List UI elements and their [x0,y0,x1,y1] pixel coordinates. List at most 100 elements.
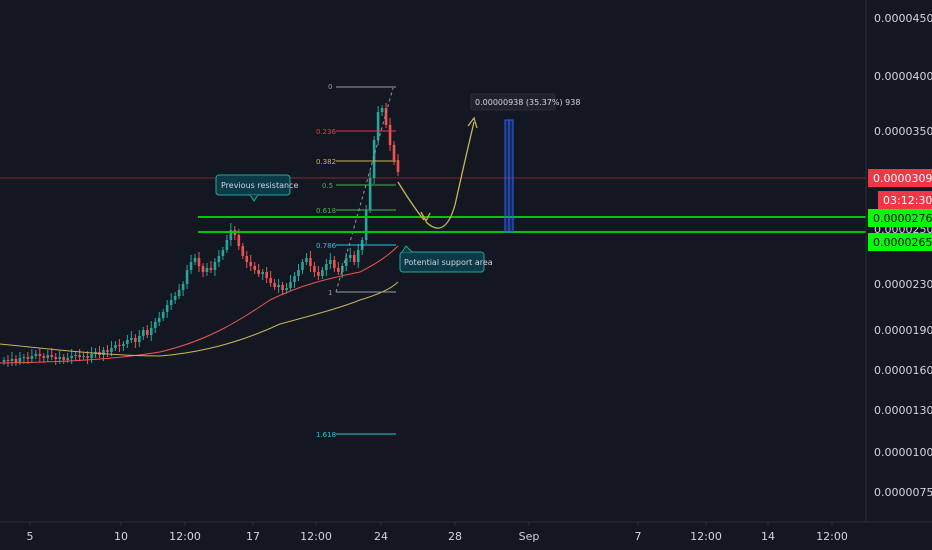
candle-body [193,258,197,262]
fib-label-0: 0 [328,83,332,91]
candle-body [30,356,34,359]
fib-retracement[interactable]: 0 0.236 0.382 0.5 0.618 0.786 1 1.618 [316,83,396,439]
time-tick-label: 12:00 [690,530,722,543]
time-tick-label: 7 [635,530,642,543]
candle-body [321,270,324,276]
time-tick-label: 5 [27,530,34,543]
candle-body [149,328,153,335]
candle-body [18,358,22,362]
fib-label-0618: 0.618 [316,207,336,215]
candle-body [281,285,284,290]
candle-body [237,235,241,246]
candle-body [134,338,137,342]
candle-body [261,272,264,274]
candle-body [14,359,18,362]
candle-body [241,246,245,256]
projection-down-arrowhead [420,211,431,223]
potential-support-callout[interactable] [399,251,485,273]
candle-body [257,270,261,274]
candle-body [157,318,161,322]
candle-body [333,260,336,268]
fib-label-0382: 0.382 [316,158,336,166]
fib-label-0786: 0.786 [316,242,337,250]
time-tick-label: 17 [246,530,260,543]
candle-body [177,290,181,296]
candle-body [317,272,320,276]
candle-body [138,336,141,342]
moving-averages [0,245,399,364]
support-lower-badge-text: 0.00002653 [873,236,932,249]
candle-body [253,266,257,270]
fib-label-1: 1 [328,289,332,297]
candle-body [201,266,205,272]
candle-body [122,344,125,346]
countdown-badge-text: 03:12:30 [883,194,932,207]
candle-body [22,357,26,358]
candle-body [364,210,368,240]
previous-resistance-text: Previous resistance [221,181,298,190]
price-range-label: 0.00000938 (35.37%) 938 [475,98,580,107]
candle-body [221,250,225,256]
time-tick-label: Sep [519,530,540,543]
candle-body [289,282,292,288]
candle-body [372,140,376,178]
candle-body [217,256,221,262]
candle-body [348,255,352,258]
candle-body [34,354,38,356]
candle-body [114,345,117,348]
candle-body [245,256,249,262]
potential-support-text: Potential support area [404,258,493,267]
support-upper-badge [868,209,932,227]
candle-body [82,356,85,357]
candle-body [384,108,388,125]
candle-body [205,268,209,272]
candle-body [265,272,268,278]
time-tick-label: 10 [114,530,128,543]
candle-body [10,359,14,361]
candle-body [38,354,42,356]
time-tick-label: 24 [374,530,388,543]
candle-body [70,356,73,358]
projection-down-path [397,181,425,221]
candle-body [269,278,272,283]
candle-body [229,230,233,240]
time-tick-label: 12:00 [300,530,332,543]
candle-body [325,264,328,270]
candle-body [380,108,384,112]
candle-body [66,358,69,360]
candle-body [277,285,280,287]
candle-body [396,160,400,172]
candle-body [225,240,229,250]
candle-body [197,258,201,266]
candle-body [388,125,392,145]
fib-label-0236: 0.236 [316,128,337,136]
candle-body [50,355,54,357]
projection-up-arrowhead [467,116,478,129]
projection-up-path [425,121,475,229]
candle-body [376,112,380,140]
time-axis[interactable]: 5 10 12:00 17 12:00 24 28 Sep 7 12:00 14 12:00 [27,522,848,543]
candle-body [173,296,177,300]
candle-body [62,357,65,360]
candle-body [368,178,372,210]
candle-body [165,305,169,312]
candle-body [118,345,121,346]
fib-trend-line [335,87,394,293]
candle-body [54,357,58,359]
previous-resistance-pointer [249,194,259,202]
fib-label-05: 0.5 [322,182,333,190]
candle-body [297,270,300,276]
candle-body [78,355,81,357]
candle-body [130,338,133,340]
candle-body [356,250,360,262]
candle-body [293,276,296,282]
fib-label-1618: 1.618 [316,431,336,439]
